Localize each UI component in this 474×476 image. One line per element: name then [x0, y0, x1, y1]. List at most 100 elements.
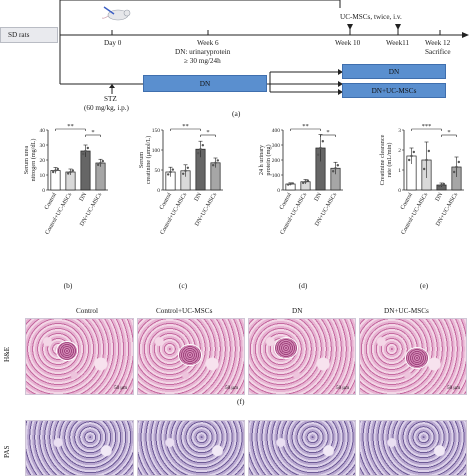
data-point — [334, 167, 337, 170]
y-axis-label: Serum urea — [23, 146, 30, 175]
y-tick-label: 200 — [272, 158, 281, 164]
data-point — [286, 183, 290, 186]
data-point — [442, 182, 446, 186]
data-point — [440, 183, 443, 187]
data-point — [412, 150, 416, 154]
y-axis-label: Serum — [138, 152, 145, 168]
data-point — [211, 164, 215, 167]
data-point — [181, 172, 185, 175]
panel-a-label: (a) — [232, 109, 241, 118]
rat-icon — [102, 6, 131, 21]
data-point — [214, 161, 217, 164]
y-tick-label: 0 — [398, 188, 401, 194]
y-tick-label: 10 — [40, 173, 46, 179]
y-axis-label: nitrogen (mg/dL) — [30, 139, 37, 182]
y-tick-label: 300 — [272, 143, 281, 149]
data-point — [452, 170, 456, 174]
y-tick-label: 20 — [40, 158, 46, 164]
stz-dose-label: (60 mg/kg, i.p.) — [84, 104, 129, 112]
category-label: DN — [194, 191, 204, 202]
data-point — [291, 182, 295, 185]
y-tick-label: 2 — [398, 148, 401, 154]
category-label: Control — [279, 192, 294, 211]
week6-label: Week 6 — [197, 39, 219, 47]
data-point — [96, 163, 100, 167]
data-point — [410, 154, 413, 158]
significance-label: ** — [182, 123, 189, 130]
column-label-dn-ucmsc: DN+UC-MSCs — [384, 307, 429, 315]
data-point — [427, 149, 431, 153]
dn-group-bar: DN — [342, 64, 446, 79]
data-point — [201, 144, 205, 147]
y-tick-label: 0 — [277, 188, 280, 194]
panel-f-label: (f) — [237, 397, 245, 406]
data-point — [301, 181, 305, 185]
he-image-control-ucmsc: 50 μm — [137, 318, 245, 395]
data-point — [216, 159, 220, 162]
significance-label: ** — [302, 123, 309, 130]
data-point — [457, 160, 461, 164]
y-tick-label: 50 — [155, 168, 161, 174]
stz-label: STZ — [104, 95, 117, 103]
data-point — [184, 169, 187, 172]
significance-label: * — [206, 129, 209, 136]
scale-bar-label: 50 μm — [225, 386, 238, 391]
column-label-dn: DN — [292, 307, 303, 315]
panel-label: (b) — [64, 281, 73, 290]
data-point — [69, 170, 72, 174]
scale-bar-label: 50 μm — [114, 386, 127, 391]
data-point — [306, 179, 310, 182]
panel-label: (e) — [420, 281, 429, 290]
data-point — [321, 140, 325, 143]
data-point — [56, 167, 60, 171]
y-axis-label: Creatinine clearance — [379, 134, 386, 185]
y-axis-label: creatinine (μmol/L) — [145, 136, 152, 185]
sd-rats-label: SD rats — [8, 31, 30, 39]
he-image-dn-ucmsc: 50 μm — [359, 318, 467, 395]
significance-label: * — [91, 129, 94, 136]
day0-label: Day 0 — [104, 39, 122, 47]
y-tick-label: 100 — [152, 148, 161, 154]
data-point — [316, 153, 320, 156]
significance-label: *** — [422, 123, 432, 130]
data-point — [66, 172, 70, 175]
panel-label: (d) — [299, 281, 308, 290]
scale-bar-label: 50 μm — [447, 386, 460, 391]
y-axis-label: rate (mL/min) — [386, 143, 393, 178]
y-tick-label: 0 — [157, 188, 160, 194]
week11-label: Week11 — [386, 39, 410, 47]
ucmsc-dose-label: UC-MSCs, twice, i.v. — [340, 13, 402, 21]
data-point — [54, 169, 57, 172]
data-point — [86, 146, 90, 150]
y-tick-label: 100 — [272, 173, 281, 179]
pas-image-control — [25, 420, 134, 476]
data-point — [166, 173, 170, 176]
dn-ucmsc-group-bar: DN+UC-MSCs — [342, 83, 446, 98]
category-label: DN — [79, 191, 89, 202]
y-tick-label: 3 — [398, 128, 401, 134]
y-tick-label: 40 — [40, 128, 46, 134]
data-point — [171, 168, 175, 171]
y-tick-label: 150 — [152, 128, 161, 134]
he-image-dn: 50 μm — [248, 318, 356, 395]
category-label: DN — [435, 191, 445, 202]
y-tick-label: 0 — [42, 188, 45, 194]
sacrifice-label: Sacrifice — [425, 48, 451, 56]
data-point — [422, 167, 426, 171]
data-point — [407, 158, 411, 162]
dn-threshold-label: ≥ 30 mg/24h — [184, 57, 221, 65]
significance-label: ** — [67, 123, 74, 130]
scale-bar-label: 50 μm — [336, 386, 349, 391]
data-point — [51, 170, 55, 174]
data-point — [304, 180, 307, 183]
y-axis-label: protein (mg) — [265, 144, 272, 175]
data-point — [425, 158, 428, 162]
column-label-control: Control — [76, 307, 98, 315]
y-tick-label: 400 — [272, 128, 281, 134]
sd-rats-box: SD rats — [0, 27, 58, 43]
significance-label: * — [326, 129, 329, 136]
he-image-control: 50 μm — [25, 318, 134, 395]
pas-image-dn — [248, 420, 356, 476]
category-label: Control — [159, 192, 174, 211]
